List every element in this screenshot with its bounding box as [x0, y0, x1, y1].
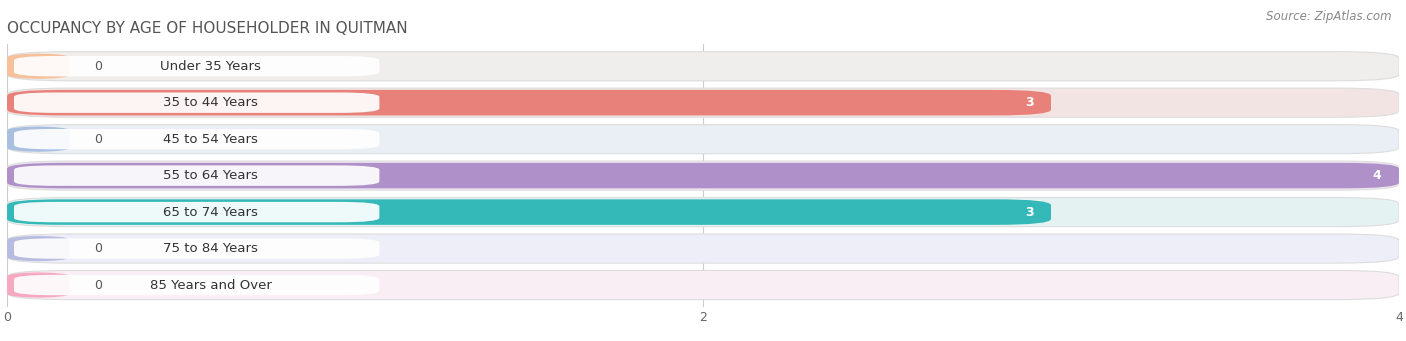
- FancyBboxPatch shape: [14, 275, 380, 295]
- Text: 75 to 84 Years: 75 to 84 Years: [163, 242, 259, 255]
- Text: 0: 0: [94, 279, 103, 292]
- FancyBboxPatch shape: [7, 163, 1399, 188]
- FancyBboxPatch shape: [7, 127, 70, 152]
- Text: Source: ZipAtlas.com: Source: ZipAtlas.com: [1267, 10, 1392, 23]
- Text: 85 Years and Over: 85 Years and Over: [149, 279, 271, 292]
- Text: 65 to 74 Years: 65 to 74 Years: [163, 206, 259, 219]
- FancyBboxPatch shape: [7, 54, 70, 79]
- FancyBboxPatch shape: [7, 88, 1399, 117]
- FancyBboxPatch shape: [7, 234, 1399, 263]
- FancyBboxPatch shape: [7, 199, 1050, 225]
- FancyBboxPatch shape: [7, 236, 70, 261]
- Text: 0: 0: [94, 242, 103, 255]
- Text: 0: 0: [94, 133, 103, 146]
- FancyBboxPatch shape: [14, 238, 380, 259]
- Text: 3: 3: [1025, 206, 1033, 219]
- FancyBboxPatch shape: [7, 272, 70, 298]
- FancyBboxPatch shape: [14, 202, 380, 222]
- Text: Under 35 Years: Under 35 Years: [160, 60, 262, 73]
- FancyBboxPatch shape: [7, 270, 1399, 300]
- Text: 45 to 54 Years: 45 to 54 Years: [163, 133, 259, 146]
- FancyBboxPatch shape: [7, 197, 1399, 227]
- Text: 35 to 44 Years: 35 to 44 Years: [163, 96, 259, 109]
- Text: 4: 4: [1372, 169, 1382, 182]
- Text: 0: 0: [94, 60, 103, 73]
- Text: OCCUPANCY BY AGE OF HOUSEHOLDER IN QUITMAN: OCCUPANCY BY AGE OF HOUSEHOLDER IN QUITM…: [7, 21, 408, 36]
- FancyBboxPatch shape: [7, 161, 1399, 190]
- FancyBboxPatch shape: [14, 56, 380, 76]
- FancyBboxPatch shape: [7, 124, 1399, 154]
- FancyBboxPatch shape: [7, 90, 1050, 116]
- Text: 3: 3: [1025, 96, 1033, 109]
- FancyBboxPatch shape: [14, 165, 380, 186]
- FancyBboxPatch shape: [14, 92, 380, 113]
- FancyBboxPatch shape: [14, 129, 380, 149]
- FancyBboxPatch shape: [7, 51, 1399, 81]
- Text: 55 to 64 Years: 55 to 64 Years: [163, 169, 259, 182]
